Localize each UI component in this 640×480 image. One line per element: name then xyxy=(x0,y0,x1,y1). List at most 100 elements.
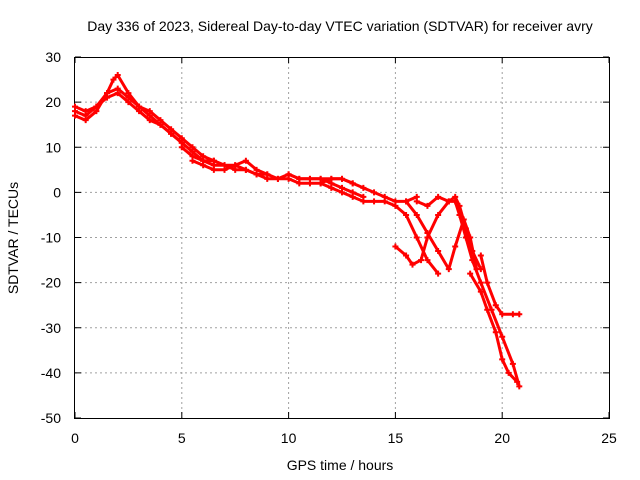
data-point xyxy=(509,311,516,318)
grid xyxy=(75,57,609,418)
data-point xyxy=(72,112,78,119)
data-point xyxy=(136,108,143,115)
data-point xyxy=(328,175,335,182)
data-point xyxy=(403,252,410,259)
data-point xyxy=(306,175,313,182)
data-point xyxy=(403,211,410,218)
data-point xyxy=(371,189,378,196)
y-tick-label: -50 xyxy=(41,410,61,426)
data-point xyxy=(460,216,467,223)
data-point xyxy=(445,198,452,205)
y-tick-label: -40 xyxy=(41,365,61,381)
data-point xyxy=(424,257,431,264)
y-tick-label: 10 xyxy=(45,139,61,155)
data-point xyxy=(499,311,506,318)
x-tick-label: 10 xyxy=(281,430,297,446)
data-point xyxy=(392,202,399,209)
data-point xyxy=(210,157,217,164)
data-point xyxy=(146,117,153,124)
data-point xyxy=(403,198,410,205)
data-point xyxy=(285,171,292,178)
data-point xyxy=(72,103,78,110)
data-point xyxy=(435,211,442,218)
data-point xyxy=(114,72,121,79)
data-point xyxy=(516,311,523,318)
x-tick-label: 25 xyxy=(601,430,617,446)
data-point xyxy=(274,175,281,182)
data-point xyxy=(452,198,459,205)
data-point xyxy=(317,180,324,187)
data-point xyxy=(125,99,132,106)
data-point xyxy=(435,193,442,200)
data-point xyxy=(484,306,491,313)
data-point xyxy=(418,257,425,264)
x-tick-label: 15 xyxy=(388,430,404,446)
data-point xyxy=(168,130,175,137)
data-point xyxy=(189,157,196,164)
data-point xyxy=(452,243,459,250)
data-point xyxy=(424,202,431,209)
data-point xyxy=(509,360,516,367)
x-tick-label: 20 xyxy=(494,430,510,446)
data-point xyxy=(93,103,100,110)
data-point xyxy=(339,189,345,196)
data-point xyxy=(473,266,480,273)
data-point xyxy=(456,211,463,218)
chart-title: Day 336 of 2023, Sidereal Day-to-day VTE… xyxy=(87,18,593,34)
data-point xyxy=(445,266,452,273)
data-point xyxy=(492,329,499,336)
x-tick-labels: 0 5 10 15 20 25 xyxy=(71,430,617,446)
data-point xyxy=(82,108,89,115)
data-point xyxy=(413,198,420,205)
data-point xyxy=(467,234,474,241)
data-point xyxy=(264,171,271,178)
data-point xyxy=(104,94,111,101)
y-tick-label: 20 xyxy=(45,94,61,110)
data-point xyxy=(381,198,388,205)
x-tick-label: 0 xyxy=(71,430,79,446)
data-point xyxy=(505,369,512,376)
data-point xyxy=(82,117,89,124)
data-point xyxy=(296,175,303,182)
data-point xyxy=(413,234,420,241)
data-point xyxy=(467,270,474,277)
data-point xyxy=(242,157,249,164)
y-axis-label: SDTVAR / TECUs xyxy=(5,182,21,294)
data-point xyxy=(477,252,484,259)
data-point xyxy=(349,193,356,200)
data-point xyxy=(424,229,431,236)
data-point xyxy=(435,270,442,277)
data-point xyxy=(492,302,499,309)
data-point xyxy=(499,333,506,340)
data-point xyxy=(360,184,367,191)
data-point xyxy=(339,175,345,182)
data-point xyxy=(114,90,121,97)
data-point xyxy=(392,243,399,250)
data-point xyxy=(232,162,239,169)
data-point xyxy=(253,166,260,173)
data-point xyxy=(200,162,207,169)
data-point xyxy=(125,90,132,97)
x-tick-label: 5 xyxy=(178,430,186,446)
data-point xyxy=(435,248,442,255)
data-point xyxy=(360,198,367,205)
data-point xyxy=(409,261,416,268)
y-tick-labels: 30 20 10 0 -10 -20 -30 -40 -50 xyxy=(41,49,61,426)
y-tick-label: 30 xyxy=(45,49,61,65)
data-point xyxy=(499,356,506,363)
data-point xyxy=(210,166,217,173)
data-point xyxy=(484,279,491,286)
data-point xyxy=(221,166,228,173)
y-tick-label: -30 xyxy=(41,320,61,336)
plot-frame xyxy=(74,57,610,419)
data-point xyxy=(110,76,117,83)
data-point xyxy=(413,211,420,218)
data-point xyxy=(477,279,484,286)
data-series xyxy=(72,72,523,390)
y-tick-label: 0 xyxy=(53,184,61,200)
data-point xyxy=(516,383,523,390)
data-point xyxy=(178,144,185,151)
data-point xyxy=(514,378,521,385)
data-point xyxy=(157,121,164,128)
